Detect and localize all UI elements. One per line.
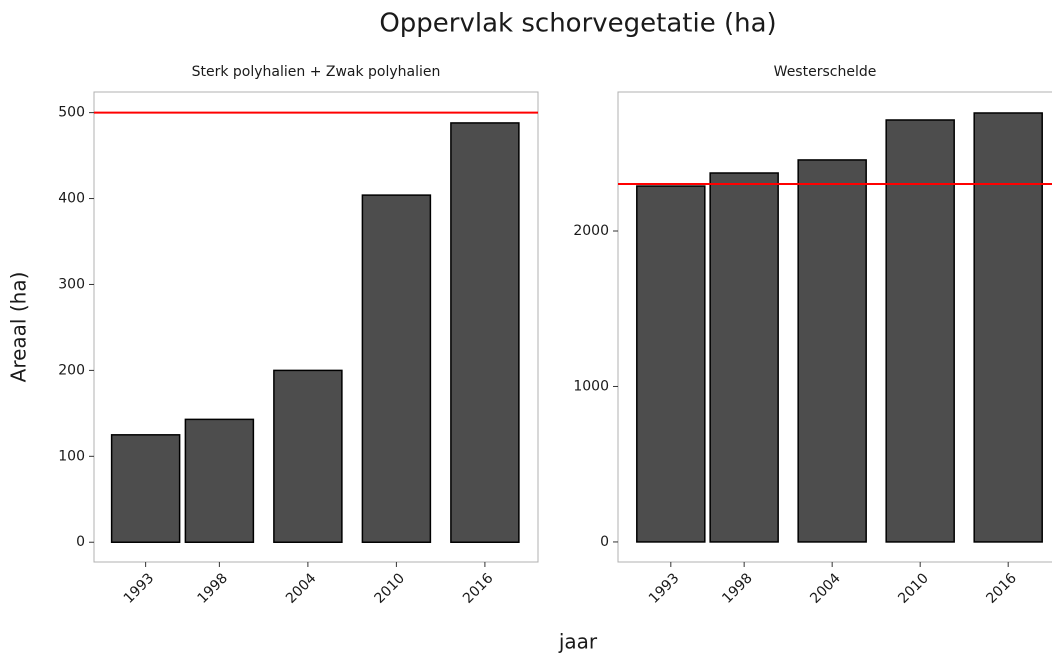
bar xyxy=(450,122,520,543)
bar xyxy=(110,434,181,543)
y-tick-label: 0 xyxy=(600,534,609,550)
bar xyxy=(797,159,867,543)
y-axis-label: Areaal (ha) xyxy=(7,272,31,383)
x-tick-label: 1998 xyxy=(195,570,232,607)
x-tick-label: 1993 xyxy=(121,570,158,607)
y-tick-label: 400 xyxy=(58,191,85,207)
bar xyxy=(885,119,955,543)
x-tick-label: 1998 xyxy=(719,570,756,607)
bar xyxy=(184,418,255,543)
x-tick-label: 2004 xyxy=(283,570,320,607)
panel-title: Sterk polyhalien + Zwak polyhalien xyxy=(192,64,441,80)
bar xyxy=(709,172,779,543)
y-tick-label: 500 xyxy=(58,105,85,121)
x-tick-label: 1993 xyxy=(646,570,683,607)
x-tick-label: 2010 xyxy=(895,570,932,607)
panel-frame xyxy=(93,91,539,563)
y-tick-label: 300 xyxy=(58,276,85,292)
x-tick-label: 2004 xyxy=(807,570,844,607)
x-tick-label: 2010 xyxy=(372,570,409,607)
y-tick-label: 0 xyxy=(76,534,85,550)
y-tick-label: 2000 xyxy=(573,223,609,239)
y-tick-label: 100 xyxy=(58,448,85,464)
y-tick-label: 1000 xyxy=(573,378,609,394)
bar xyxy=(636,185,706,543)
x-axis-label: jaar xyxy=(558,630,598,654)
figure-title: Oppervlak schorvegetatie (ha) xyxy=(379,9,776,39)
bar xyxy=(361,194,432,543)
bar xyxy=(273,369,343,543)
x-tick-label: 2016 xyxy=(983,570,1020,607)
panel-title: Westerschelde xyxy=(774,64,877,80)
x-tick-label: 2016 xyxy=(460,570,497,607)
y-tick-label: 200 xyxy=(58,362,85,378)
panel-frame xyxy=(617,91,1052,563)
bar xyxy=(973,112,1043,543)
